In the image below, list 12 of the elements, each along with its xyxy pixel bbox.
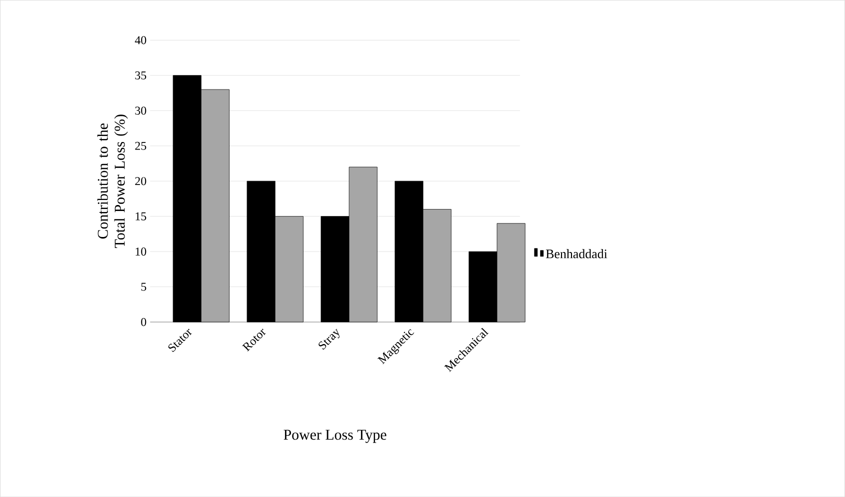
y-tick-label: 5 bbox=[141, 282, 146, 291]
y-tick-label: 25 bbox=[135, 142, 146, 150]
y-tick-label: 30 bbox=[135, 106, 146, 115]
y-tick-label: 20 bbox=[135, 177, 146, 186]
y-axis-title: Contribution to the Total Power Loss (%) bbox=[97, 114, 128, 248]
y-tick-label: 0 bbox=[141, 318, 146, 326]
x-axis-title: Power Loss Type bbox=[284, 430, 386, 443]
y-tick-label: 35 bbox=[135, 71, 146, 80]
y-tick-label: 10 bbox=[136, 247, 146, 256]
y-tick-label: 40 bbox=[134, 36, 146, 44]
y-tick-label: 15 bbox=[136, 212, 146, 220]
legend-label: Benhaddadi bbox=[546, 249, 608, 258]
